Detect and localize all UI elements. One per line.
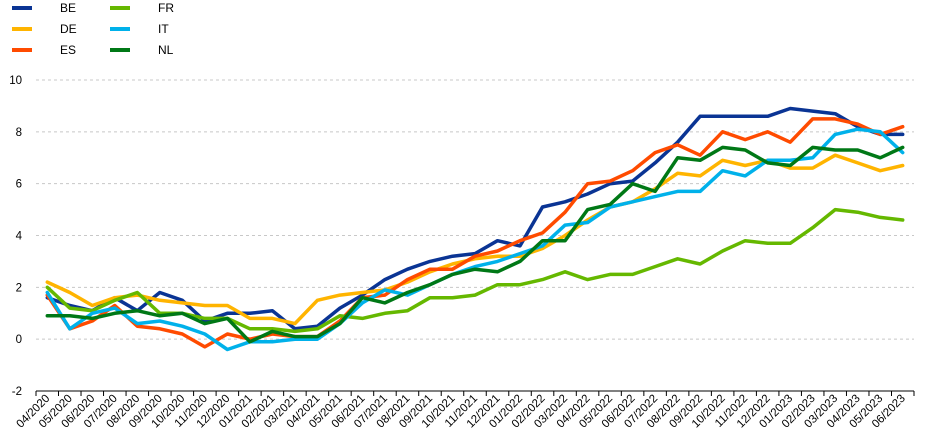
legend-item-fr: FR — [110, 1, 174, 15]
series-line-de — [45, 153, 905, 326]
legend-label-nl: NL — [158, 43, 174, 57]
x-axis: 04/202005/202006/202007/202008/202009/20… — [14, 390, 915, 431]
legend-swatch-be — [12, 6, 32, 10]
legend-swatch-it — [110, 27, 130, 31]
legend-swatch-nl — [110, 48, 130, 52]
series-line-nl — [45, 145, 905, 344]
legend-label-fr: FR — [158, 1, 174, 15]
legend-swatch-fr — [110, 6, 130, 10]
legend-swatch-es — [12, 48, 32, 52]
legend-label-be: BE — [60, 1, 77, 15]
series-line-be — [45, 106, 905, 331]
y-tick-label: 8 — [16, 127, 22, 139]
gridlines — [36, 79, 914, 340]
y-tick-label: 0 — [16, 334, 22, 346]
legend-swatch-de — [12, 27, 32, 31]
legend-item-it: IT — [110, 22, 169, 36]
y-tick-label: 10 — [9, 75, 22, 87]
y-tick-label: 4 — [16, 231, 23, 243]
series-line-es — [45, 117, 905, 349]
legend: BE DE ES FR IT NL — [0, 0, 260, 60]
legend-item-be: BE — [12, 1, 76, 15]
legend-item-es: ES — [12, 43, 76, 57]
series-lines — [45, 106, 905, 352]
series-line-it — [45, 127, 905, 352]
y-axis: -2 0 2 4 6 8 10 — [9, 75, 22, 398]
legend-label-it: IT — [158, 22, 169, 36]
legend-label-de: DE — [60, 22, 77, 36]
y-tick-label: 2 — [16, 282, 22, 294]
y-tick-label: -2 — [12, 386, 22, 398]
y-tick-label: 6 — [16, 179, 22, 191]
legend-item-nl: NL — [110, 43, 173, 57]
legend-label-es: ES — [60, 43, 77, 57]
legend-item-de: DE — [12, 22, 77, 36]
